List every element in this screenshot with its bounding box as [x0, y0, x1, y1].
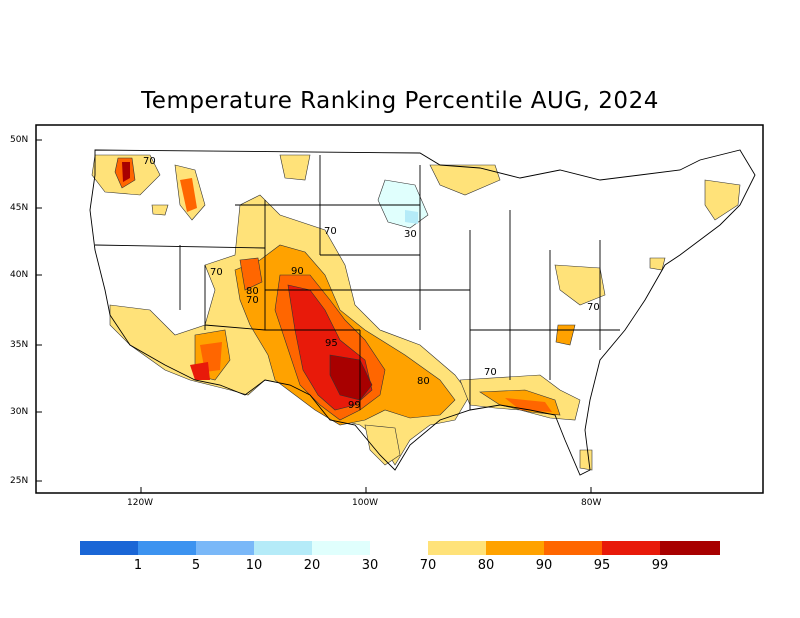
us-outline: [89, 149, 756, 476]
legend-swatch: [660, 541, 720, 555]
legend-label: 1: [133, 558, 143, 573]
contour-label: 70: [484, 367, 497, 378]
contour-label: 95: [325, 338, 338, 349]
contour-label: 30: [404, 229, 417, 240]
legend-label: 20: [303, 558, 321, 573]
contour-labels: 70 70 70 80 70 90 95 99 80 70 70 30: [143, 156, 600, 411]
legend-swatch: [254, 541, 312, 555]
legend-swatch: [544, 541, 602, 555]
legend-label: 30: [361, 558, 379, 573]
x-tick-label: 120W: [127, 498, 154, 508]
contour-label: 90: [291, 266, 304, 277]
legend-label: 5: [191, 558, 201, 573]
x-tick-label: 100W: [352, 498, 379, 508]
legend-swatch: [196, 541, 254, 555]
legend-label: 80: [477, 558, 495, 573]
legend-swatch: [602, 541, 660, 555]
contour-label: 80: [246, 286, 259, 297]
legend-label: 90: [535, 558, 553, 573]
contour-label: 80: [417, 376, 430, 387]
x-tick-label: 80W: [581, 498, 602, 508]
legend-swatch: [312, 541, 370, 555]
contour-label: 70: [210, 267, 223, 278]
y-tick-label: 30N: [10, 407, 29, 417]
contour-label: 70: [324, 226, 337, 237]
legend-swatch: [138, 541, 196, 555]
y-tick-label: 35N: [10, 340, 29, 350]
y-tick-label: 45N: [10, 203, 29, 213]
legend-swatch: [428, 541, 486, 555]
legend-label: 99: [651, 558, 669, 573]
y-tick-label: 40N: [10, 270, 29, 280]
contour-label: 70: [587, 302, 600, 313]
map-title: Temperature Ranking Percentile AUG, 2024: [141, 88, 659, 114]
legend-label: 95: [593, 558, 611, 573]
y-tick-label: 25N: [10, 476, 29, 486]
contour-label: 99: [348, 400, 361, 411]
legend-label: 10: [245, 558, 263, 573]
contour-label: 70: [246, 295, 259, 306]
legend-swatch: [486, 541, 544, 555]
axis-ticks: [36, 139, 592, 493]
contour-label: 70: [143, 156, 156, 167]
y-tick-label: 50N: [10, 135, 29, 145]
legend-swatch: [80, 541, 138, 555]
legend-label: 70: [419, 558, 437, 573]
